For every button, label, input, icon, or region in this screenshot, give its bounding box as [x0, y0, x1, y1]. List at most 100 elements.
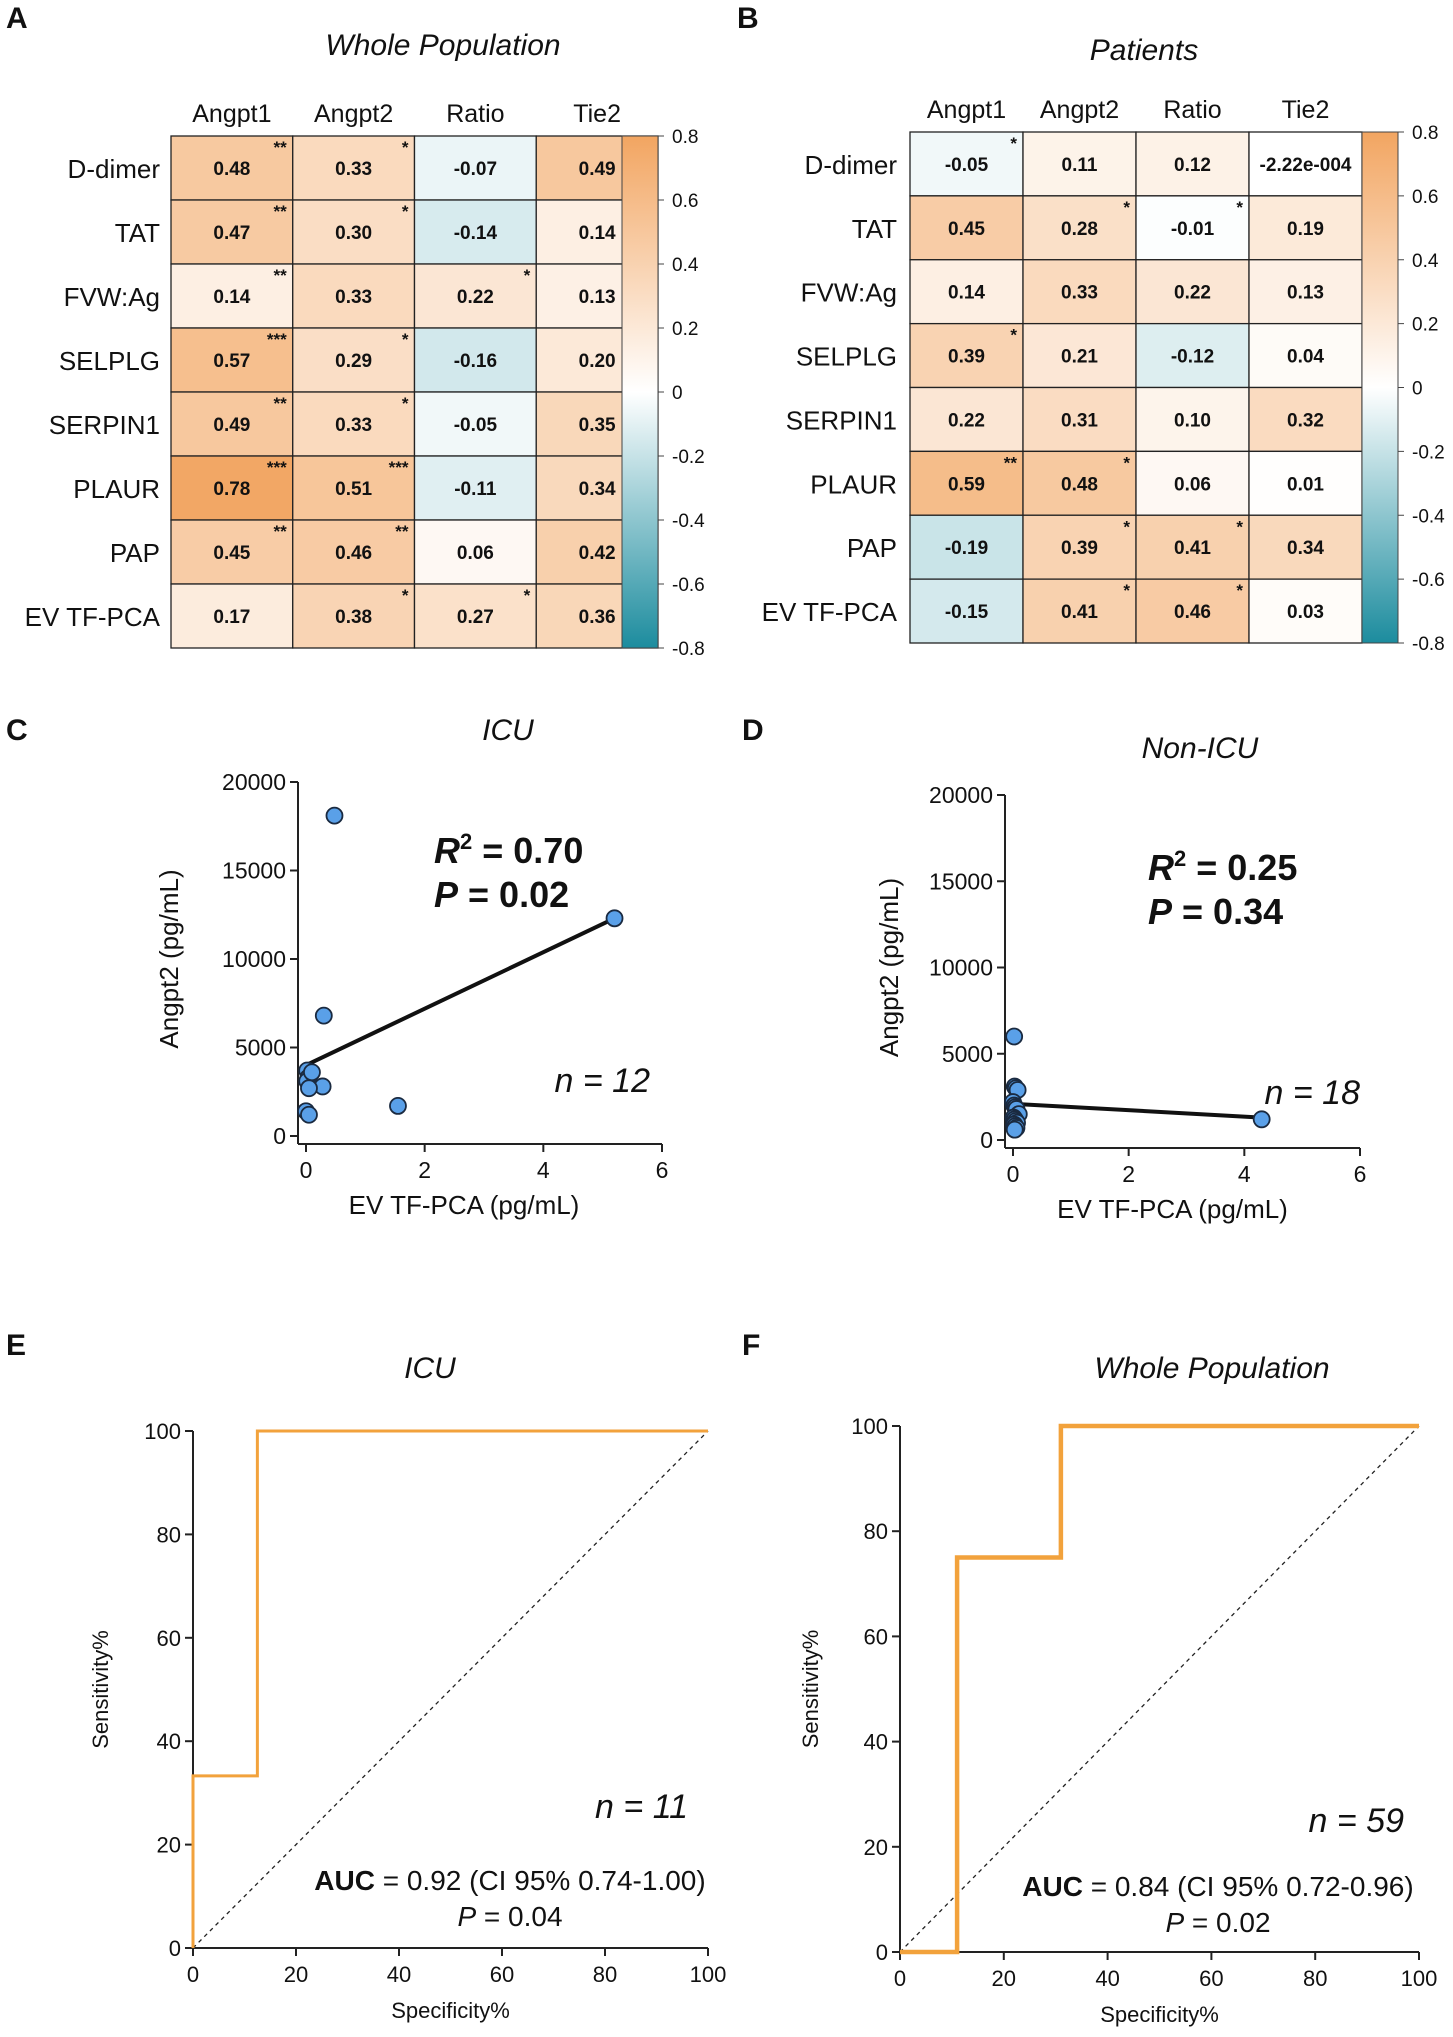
- cell-value: 0.35: [579, 415, 616, 436]
- cell-value: -0.05: [945, 155, 989, 176]
- cell-value: 0.06: [1174, 474, 1211, 495]
- roc-e: 00 20 20 40 40 60 60 80 80 100 100 Specificity% Sens…: [88, 1419, 726, 2023]
- y-tick-label: 10000: [222, 946, 286, 972]
- significance-stars: *: [1236, 581, 1243, 600]
- row-label: PLAUR: [810, 469, 897, 499]
- row-label: FVW:Ag: [64, 282, 160, 312]
- y-tick-label: 40: [864, 1730, 888, 1755]
- row-label: PLAUR: [73, 474, 160, 504]
- colorbar-tick-label: 0.2: [672, 319, 698, 340]
- roc-f: 00 20 20 40 40 60 60 80 80 100 100 Specificity% Sens…: [798, 1414, 1437, 2027]
- cell-value: 0.34: [579, 479, 616, 500]
- cell-value: 0.10: [1174, 410, 1211, 431]
- auc-value: = 0.92 (CI 95% 0.74-1.00): [375, 1865, 706, 1896]
- cell-value: 0.42: [579, 543, 616, 564]
- p-value: = 0.02: [1184, 1907, 1270, 1938]
- heatmap-cell: [1248, 514, 1363, 580]
- auc-label: AUC: [314, 1865, 375, 1896]
- n-annotation: n = 11: [595, 1788, 688, 1826]
- cell-value: -0.14: [454, 223, 498, 244]
- row-label: PAP: [847, 533, 897, 563]
- cell-value: 0.12: [1174, 155, 1211, 176]
- cell-value: 0.14: [213, 287, 250, 308]
- y-tick-label: 20000: [222, 769, 286, 795]
- r-squared-annotation: R2 = 0.70: [434, 829, 583, 871]
- heatmap-b: Angpt1 Angpt2 Ratio Tie2 D-dimer -0.05 * 0.11 0.…: [762, 96, 1446, 655]
- heatmap-cell: [909, 450, 1024, 516]
- colorbar-tick-label: -0.8: [1412, 634, 1445, 655]
- significance-stars: *: [1123, 453, 1130, 472]
- significance-stars: *: [524, 266, 531, 285]
- colorbar-tick-label: -0.8: [672, 639, 705, 660]
- row-label: TAT: [852, 214, 897, 244]
- cell-value: 0.57: [213, 351, 250, 372]
- heatmap-cell: [909, 195, 1024, 261]
- cell-value: 0.47: [213, 223, 250, 244]
- cell-value: 0.49: [579, 159, 616, 180]
- column-label: Angpt1: [192, 100, 271, 128]
- p-value: = 0.04: [476, 1901, 562, 1932]
- p-value: = 0.02: [458, 874, 569, 915]
- x-tick-label: 20: [992, 1966, 1016, 1991]
- significance-stars: ***: [267, 330, 287, 349]
- significance-stars: *: [402, 138, 409, 157]
- y-tick-label: 15000: [929, 868, 993, 894]
- heatmap-cell: [1022, 322, 1137, 389]
- heatmap-cell: [413, 327, 537, 393]
- heatmap-cell: [909, 578, 1024, 644]
- heatmap-cell: [1248, 386, 1363, 453]
- significance-stars: *: [402, 394, 409, 413]
- cell-value: 0.21: [1061, 347, 1098, 368]
- colorbar-tick-label: 0.2: [1412, 315, 1438, 336]
- colorbar-tick-label: 0.6: [1412, 187, 1438, 208]
- auc-value: = 0.84 (CI 95% 0.72-0.96): [1083, 1871, 1414, 1902]
- y-tick-label: 20: [157, 1833, 181, 1858]
- row-label: SERPIN1: [786, 405, 897, 435]
- cell-value: 0.22: [457, 287, 494, 308]
- heatmap-cell: [909, 131, 1024, 197]
- y-axis-label: Sensitivity%: [88, 1630, 113, 1749]
- heatmap-cell: [909, 259, 1024, 325]
- auc-label: AUC: [1022, 1871, 1083, 1902]
- data-point: [1252, 1110, 1271, 1129]
- significance-stars: *: [1123, 581, 1130, 600]
- x-tick-label: 6: [1354, 1161, 1367, 1187]
- y-tick-label: 100: [144, 1419, 181, 1444]
- r-squared-symbol: R: [434, 830, 460, 871]
- cell-value: 0.33: [1061, 283, 1098, 304]
- column-label: Angpt2: [314, 100, 393, 128]
- significance-stars: **: [274, 522, 288, 541]
- cell-value: 0.39: [948, 347, 985, 368]
- cell-value: 0.11: [1062, 155, 1098, 176]
- colorbar-tick-label: 0.8: [1412, 123, 1438, 144]
- heatmap-cell: [1135, 131, 1250, 197]
- significance-stars: *: [1123, 517, 1130, 536]
- r-squared-value: = 0.70: [472, 830, 583, 871]
- cell-value: 0.32: [1287, 410, 1324, 431]
- x-tick-label: 100: [1401, 1966, 1438, 1991]
- row-label: D-dimer: [805, 150, 898, 180]
- x-tick-label: 80: [593, 1962, 617, 1987]
- x-tick-label: 60: [490, 1962, 514, 1987]
- cell-value: 0.36: [579, 607, 616, 628]
- significance-stars: *: [402, 202, 409, 221]
- cell-value: 0.30: [335, 223, 372, 244]
- x-tick-label: 2: [418, 1157, 431, 1183]
- x-tick-label: 6: [656, 1157, 669, 1183]
- cell-value: 0.13: [579, 287, 616, 308]
- cell-value: 0.51: [335, 479, 372, 500]
- heatmap-cell: [292, 391, 416, 457]
- y-tick-label: 40: [157, 1729, 181, 1754]
- significance-stars: **: [274, 266, 288, 285]
- p-value-annotation: P = 0.02: [434, 874, 569, 915]
- data-point: [300, 1105, 318, 1124]
- r-squared-symbol: R: [1148, 847, 1174, 888]
- y-tick-label: 0: [876, 1940, 888, 1965]
- heatmap-cell: [1248, 322, 1363, 389]
- cell-value: 0.31: [1061, 410, 1098, 431]
- y-tick-label: 60: [864, 1624, 888, 1649]
- y-tick-label: 0: [273, 1123, 286, 1149]
- column-label: Ratio: [446, 100, 504, 128]
- p-symbol: P: [1165, 1907, 1184, 1938]
- cell-value: 0.45: [213, 543, 250, 564]
